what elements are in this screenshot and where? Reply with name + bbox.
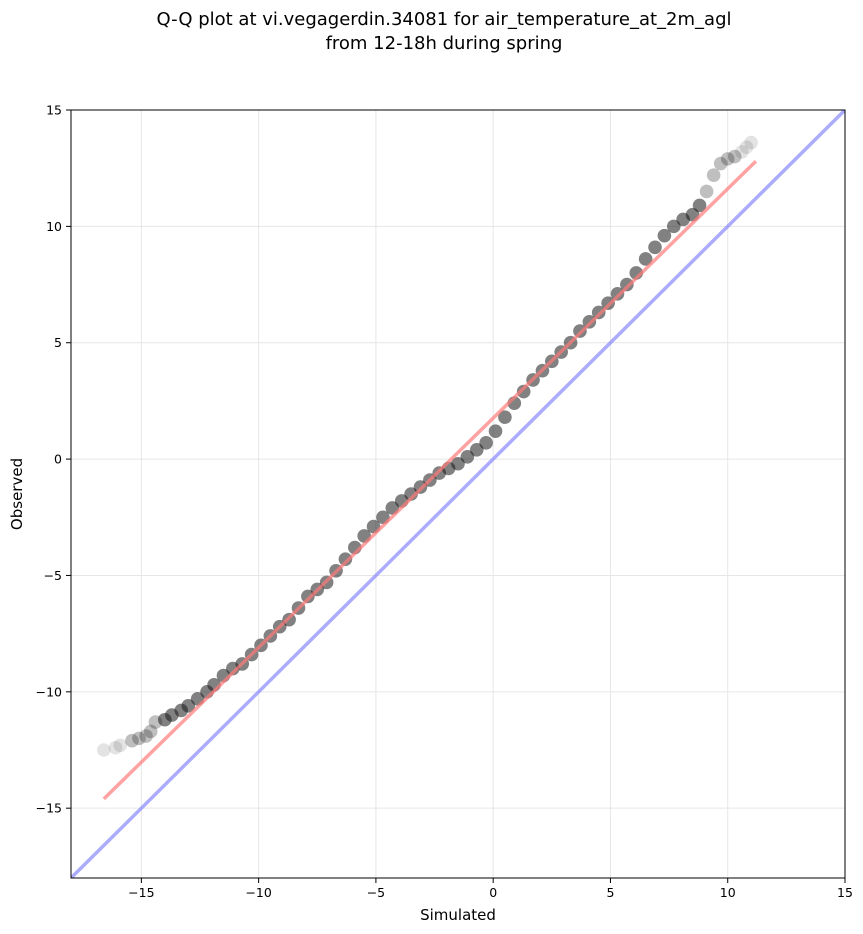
qq-point-0 [97, 743, 111, 757]
qq-point-40 [451, 456, 465, 471]
qq-point-72 [735, 145, 749, 159]
qq-point-67 [699, 184, 714, 199]
qq-point-71 [727, 149, 742, 164]
qq-point-28 [338, 552, 353, 566]
chart-title: Q-Q plot at vi.vegagerdin.34081 for air_… [157, 9, 732, 30]
qq-point-61 [648, 240, 662, 255]
qq-point-68 [706, 168, 721, 182]
qq-point-44 [488, 424, 503, 438]
qq-point-2 [113, 738, 128, 753]
y-tick-label-3: 0 [54, 452, 62, 467]
y-tick-label-4: 5 [54, 335, 62, 350]
qq-point-1 [108, 740, 123, 755]
qq-point-63 [666, 219, 681, 234]
y-tick-label-2: −5 [44, 568, 62, 583]
qq-point-74 [744, 135, 758, 150]
qq-point-70 [720, 152, 735, 166]
qq-point-73 [739, 140, 754, 155]
qq-point-47 [516, 384, 531, 399]
y-tick-label-0: −15 [36, 801, 62, 816]
qq-point-3 [125, 733, 139, 748]
qq-point-58 [620, 277, 634, 292]
x-tick-label-3: 0 [489, 885, 497, 900]
x-tick-label-5: 10 [720, 885, 736, 900]
qq-point-62 [657, 228, 672, 243]
x-tick-label-6: 15 [837, 885, 853, 900]
qq-point-60 [638, 252, 653, 266]
plot-frame [70, 109, 846, 879]
qq-point-66 [692, 198, 707, 213]
qq-point-57 [610, 287, 625, 301]
y-axis-label: Observed [8, 458, 26, 530]
qq-point-11 [181, 698, 196, 713]
qq-point-6 [143, 724, 158, 739]
qq-point-41 [460, 449, 475, 464]
qq-point-42 [469, 442, 484, 457]
y-tick-label-5: 10 [46, 219, 62, 234]
chart-subtitle: from 12-18h during spring [326, 33, 563, 54]
plot-area [71, 110, 845, 878]
qq-point-69 [713, 156, 728, 171]
y-tick-label-1: −10 [36, 684, 62, 699]
qq-point-43 [479, 436, 493, 450]
x-tick-label-2: −5 [367, 885, 385, 900]
identity-line [71, 110, 845, 878]
qq-point-56 [601, 296, 615, 310]
qq-point-24 [301, 589, 315, 604]
axis-ticks: −15 −10 −5 0 5 10 15 −15 −10 −5 0 5 10 15 [36, 103, 853, 901]
x-tick-label-1: −10 [245, 885, 271, 900]
qq-point-5 [139, 729, 153, 743]
x-axis-label: Simulated [420, 906, 496, 924]
x-tick-label-4: 5 [606, 885, 614, 900]
x-tick-label-0: −15 [128, 885, 154, 900]
qq-point-45 [498, 410, 512, 425]
fit-line [102, 159, 758, 801]
y-tick-label-6: 15 [46, 103, 62, 118]
qq-point-4 [132, 731, 146, 746]
